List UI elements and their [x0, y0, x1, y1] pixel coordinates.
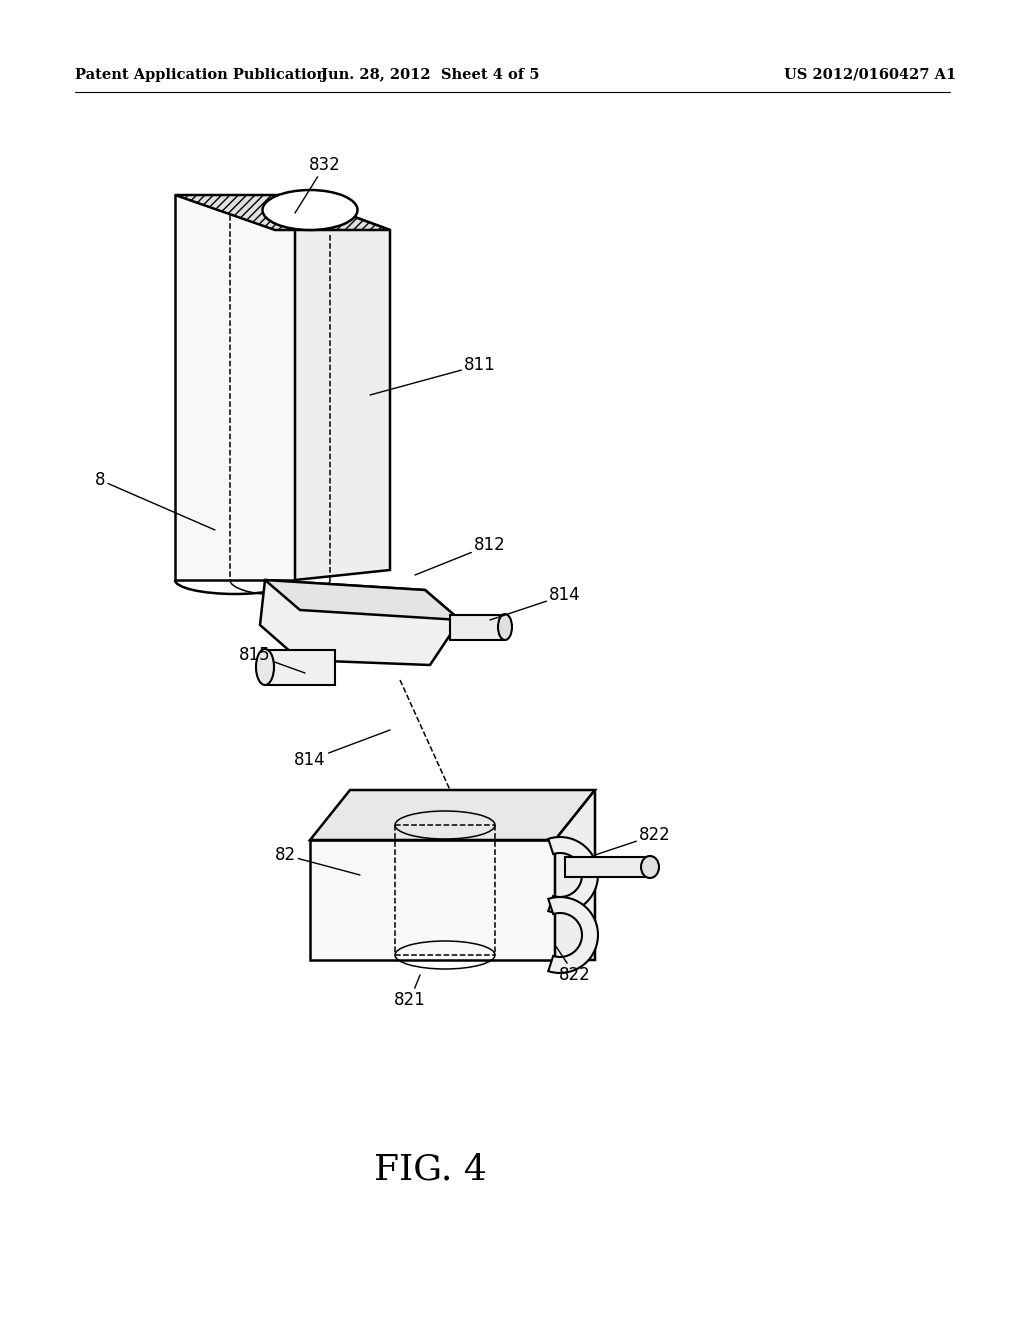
- Ellipse shape: [256, 649, 274, 685]
- Text: 822: 822: [595, 826, 671, 855]
- Text: 814: 814: [294, 730, 390, 770]
- Text: 82: 82: [274, 846, 360, 875]
- Polygon shape: [175, 195, 295, 579]
- Polygon shape: [548, 898, 598, 973]
- Polygon shape: [265, 649, 335, 685]
- Polygon shape: [450, 615, 505, 640]
- Polygon shape: [548, 837, 598, 913]
- Text: 812: 812: [415, 536, 506, 576]
- Text: 821: 821: [394, 975, 426, 1008]
- Text: FIG. 4: FIG. 4: [374, 1152, 486, 1187]
- Text: Patent Application Publication: Patent Application Publication: [75, 69, 327, 82]
- Polygon shape: [175, 195, 390, 230]
- Polygon shape: [555, 789, 595, 960]
- Polygon shape: [265, 579, 460, 620]
- Polygon shape: [295, 195, 390, 579]
- Polygon shape: [260, 579, 460, 665]
- Text: 832: 832: [295, 156, 341, 213]
- Ellipse shape: [262, 190, 357, 230]
- Text: 822: 822: [555, 945, 591, 983]
- Text: Jun. 28, 2012  Sheet 4 of 5: Jun. 28, 2012 Sheet 4 of 5: [321, 69, 540, 82]
- Ellipse shape: [498, 614, 512, 640]
- Text: 811: 811: [370, 356, 496, 395]
- Polygon shape: [565, 857, 650, 876]
- Polygon shape: [310, 840, 555, 960]
- Ellipse shape: [641, 855, 659, 878]
- Text: 814: 814: [490, 586, 581, 620]
- Text: US 2012/0160427 A1: US 2012/0160427 A1: [784, 69, 956, 82]
- Polygon shape: [310, 789, 595, 840]
- Text: 815: 815: [240, 645, 305, 673]
- Text: 8: 8: [95, 471, 215, 531]
